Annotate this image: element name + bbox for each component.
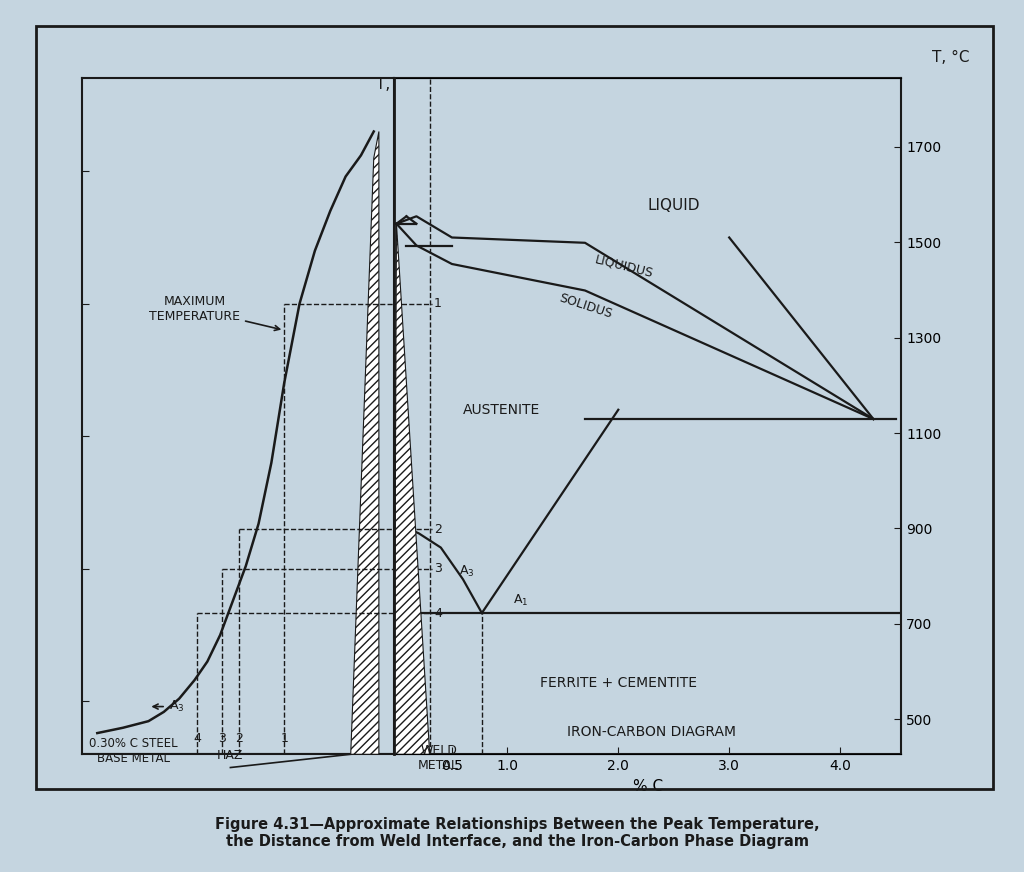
Text: AUSTENITE: AUSTENITE bbox=[463, 403, 541, 417]
Text: 0.30% C STEEL
BASE METAL: 0.30% C STEEL BASE METAL bbox=[89, 737, 177, 765]
Text: SOLIDUS: SOLIDUS bbox=[557, 291, 613, 321]
Text: LIQUID: LIQUID bbox=[647, 198, 700, 213]
Text: 2: 2 bbox=[236, 732, 243, 745]
Text: 4: 4 bbox=[434, 607, 442, 619]
Text: A$_1$: A$_1$ bbox=[513, 593, 528, 608]
Polygon shape bbox=[394, 224, 430, 754]
Text: 3: 3 bbox=[434, 562, 442, 576]
Text: 4: 4 bbox=[194, 732, 201, 745]
Text: T, °C: T, °C bbox=[932, 50, 969, 65]
Text: FERRITE + CEMENTITE: FERRITE + CEMENTITE bbox=[540, 676, 696, 690]
Text: IRON-CARBON DIAGRAM: IRON-CARBON DIAGRAM bbox=[567, 725, 736, 739]
Text: T, °F: T, °F bbox=[377, 77, 412, 92]
X-axis label: % C: % C bbox=[633, 779, 663, 794]
Text: HAZ: HAZ bbox=[217, 749, 244, 762]
Polygon shape bbox=[350, 132, 379, 754]
Text: A$_3$: A$_3$ bbox=[154, 699, 184, 714]
Text: 1: 1 bbox=[434, 297, 442, 310]
Text: 0.30% C: 0.30% C bbox=[413, 654, 423, 701]
Text: WELD
METAL: WELD METAL bbox=[418, 744, 459, 772]
Text: LIQUIDUS: LIQUIDUS bbox=[593, 253, 654, 280]
Text: Figure 4.31—Approximate Relationships Between the Peak Temperature,
the Distance: Figure 4.31—Approximate Relationships Be… bbox=[215, 816, 819, 849]
Text: A$_3$: A$_3$ bbox=[459, 564, 474, 579]
Text: 1: 1 bbox=[281, 732, 288, 745]
Text: MAXIMUM
TEMPERATURE: MAXIMUM TEMPERATURE bbox=[150, 295, 280, 330]
Text: 3: 3 bbox=[218, 732, 225, 745]
Text: 2: 2 bbox=[434, 522, 442, 535]
